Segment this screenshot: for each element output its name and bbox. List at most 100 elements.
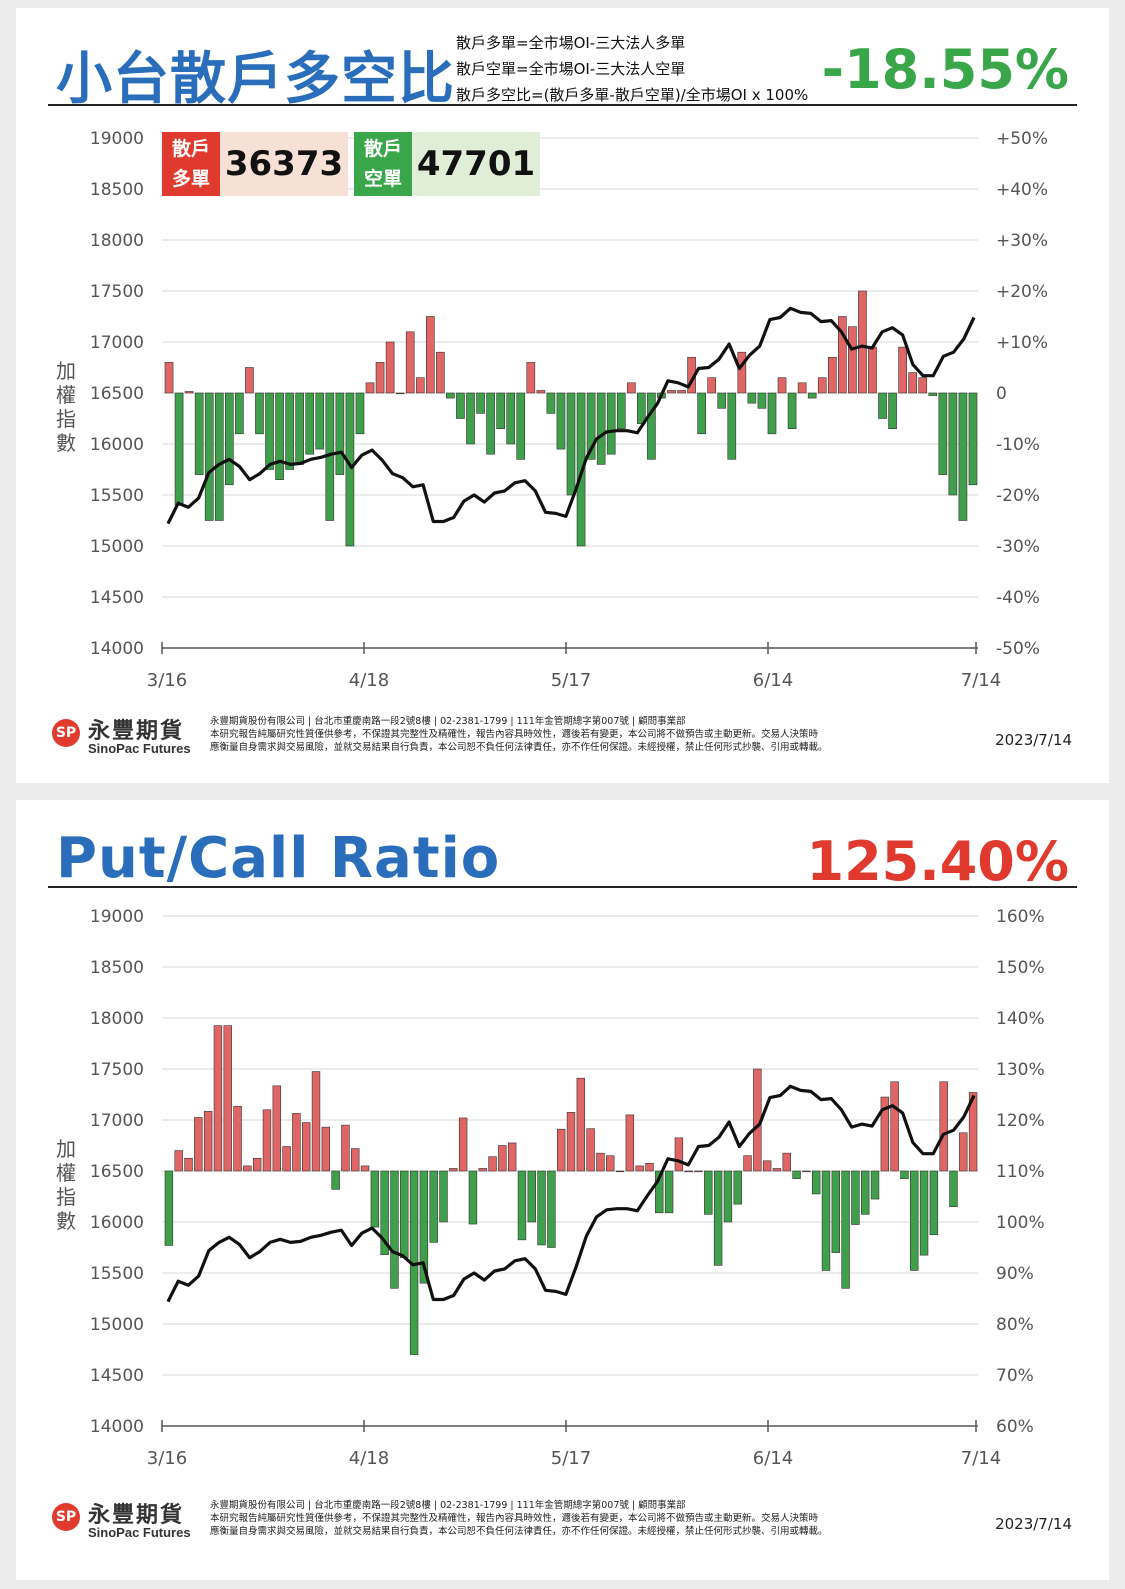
x-tick-label: 6/14 [753, 670, 793, 691]
bar [204, 392, 214, 521]
bar [762, 1160, 772, 1172]
short-badge-label: 散戶 空單 [354, 132, 412, 196]
bar [537, 1170, 546, 1246]
y-right-tick-label: 90% [996, 1264, 1034, 1284]
bar [948, 392, 958, 496]
y-left-tick-label: 18500 [90, 958, 144, 978]
formula-line-3: 散戶多空比=(散戶多單-散戶空單)/全市場OI x 100% [456, 86, 809, 104]
bar [851, 1170, 860, 1225]
y-right-tick-label: 140% [996, 1009, 1045, 1029]
y-right-tick-label: 150% [996, 958, 1045, 978]
y-right-tick-label: 130% [996, 1060, 1045, 1080]
bar [918, 377, 928, 394]
retail-long-short-card: 小台散戶多空比 散戶多單=全市場OI-三大法人多單 散戶空單=全市場OI-三大法… [16, 8, 1109, 783]
disclaimer: 永豐期貨股份有限公司 | 台北市重慶南路一段2號8樓 | 02-2381-179… [210, 1500, 828, 1537]
bar [817, 377, 827, 394]
y-right-tick-label: 160% [996, 907, 1045, 927]
y-left-tick-label: 19000 [90, 129, 144, 149]
bar [546, 392, 556, 414]
bar [767, 392, 777, 435]
y-right-tick-label: 110% [996, 1162, 1045, 1182]
bar [615, 1170, 625, 1173]
bar [516, 392, 526, 460]
bar [858, 290, 867, 394]
bar [335, 392, 345, 475]
bar [517, 1170, 527, 1241]
bar [707, 377, 717, 394]
bar [802, 1170, 811, 1173]
bar [262, 1109, 272, 1172]
bar [265, 392, 274, 470]
x-tick-label: 5/17 [551, 670, 591, 691]
bar [747, 392, 757, 404]
y-left-tick-label: 14500 [90, 1366, 144, 1386]
y-left-tick-label: 17000 [90, 1111, 144, 1131]
y-left-tick-label: 16000 [90, 435, 144, 455]
y-right-tick-label: 0 [996, 384, 1007, 404]
bar [223, 1025, 232, 1172]
bar [252, 1157, 262, 1172]
bar [674, 1137, 684, 1172]
y-left-tick-label: 14000 [90, 1417, 144, 1437]
bar [959, 1132, 968, 1172]
bar [772, 1168, 782, 1172]
y-axis-label: 加 [56, 359, 76, 383]
y-left-tick-label: 17500 [90, 1060, 144, 1080]
put-call-ratio-card: Put/Call Ratio 125.40% 19000 18500 18000 17… [16, 800, 1109, 1580]
bar [968, 1092, 978, 1172]
bar [596, 1152, 605, 1172]
chart-retail-ratio: 19000 18500 18000 17500 17000 16500 16000 15500… [56, 129, 1048, 691]
bar [645, 1163, 654, 1172]
bar [919, 1170, 929, 1256]
y-left-tick-label: 14500 [90, 588, 144, 608]
disclaimer: 永豐期貨股份有限公司 | 台北市重慶南路一段2號8樓 | 02-2381-179… [210, 716, 828, 753]
bar [870, 1170, 880, 1200]
bar [655, 1170, 664, 1214]
bar [351, 1148, 360, 1172]
y-right-tick-label: 60% [996, 1417, 1034, 1437]
title-divider [48, 886, 1077, 888]
bar [380, 1170, 389, 1255]
y-right-tick-label: +20% [996, 282, 1048, 302]
y-left-tick-label: 18500 [90, 180, 144, 200]
chart-put-call-ratio: 19000 18500 18000 17500 17000 16500 16000 15500… [56, 907, 1045, 1469]
bar [184, 391, 194, 394]
y-left-tick-label: 16500 [90, 384, 144, 404]
bar [929, 1170, 939, 1236]
bar [827, 356, 837, 394]
bar [507, 1142, 517, 1172]
bar [468, 1170, 478, 1225]
logo-english: SinoPac Futures [88, 1525, 191, 1540]
panel1-value: -18.55% [821, 38, 1069, 101]
bar [787, 392, 797, 430]
bar [164, 1170, 174, 1246]
y-right-tick-label: -20% [996, 486, 1040, 506]
bar [586, 1128, 595, 1172]
y-right-tick-label: 120% [996, 1111, 1045, 1131]
bar [637, 392, 646, 424]
bar [536, 390, 546, 394]
bar [425, 316, 435, 394]
panel2-title: Put/Call Ratio [56, 826, 501, 891]
x-tick-label: 7/14 [961, 1448, 1001, 1469]
bar [797, 382, 807, 394]
bar [285, 392, 294, 470]
panel1-title: 小台散戶多空比 [56, 47, 455, 112]
footer: SP 永豐期貨 SinoPac Futures 永豐期貨股份有限公司 | 台北市… [52, 1497, 1072, 1547]
y-left-tick-label: 18000 [90, 1009, 144, 1029]
bar [456, 392, 465, 419]
sinopac-logo-icon: SP [52, 1503, 80, 1531]
x-tick-label: 6/14 [753, 1448, 793, 1469]
index-line [166, 306, 976, 525]
y-axis-label: 權 [56, 383, 76, 407]
bar [478, 1168, 487, 1172]
bar [174, 392, 184, 506]
bar [375, 362, 385, 394]
bar [782, 1152, 791, 1172]
bar [792, 1170, 801, 1179]
bar [898, 346, 907, 394]
bar [910, 1170, 919, 1271]
bar [890, 1081, 899, 1172]
footer: SP 永豐期貨 SinoPac Futures 永豐期貨股份有限公司 | 台北市… [52, 713, 1072, 763]
bar [821, 1170, 831, 1271]
